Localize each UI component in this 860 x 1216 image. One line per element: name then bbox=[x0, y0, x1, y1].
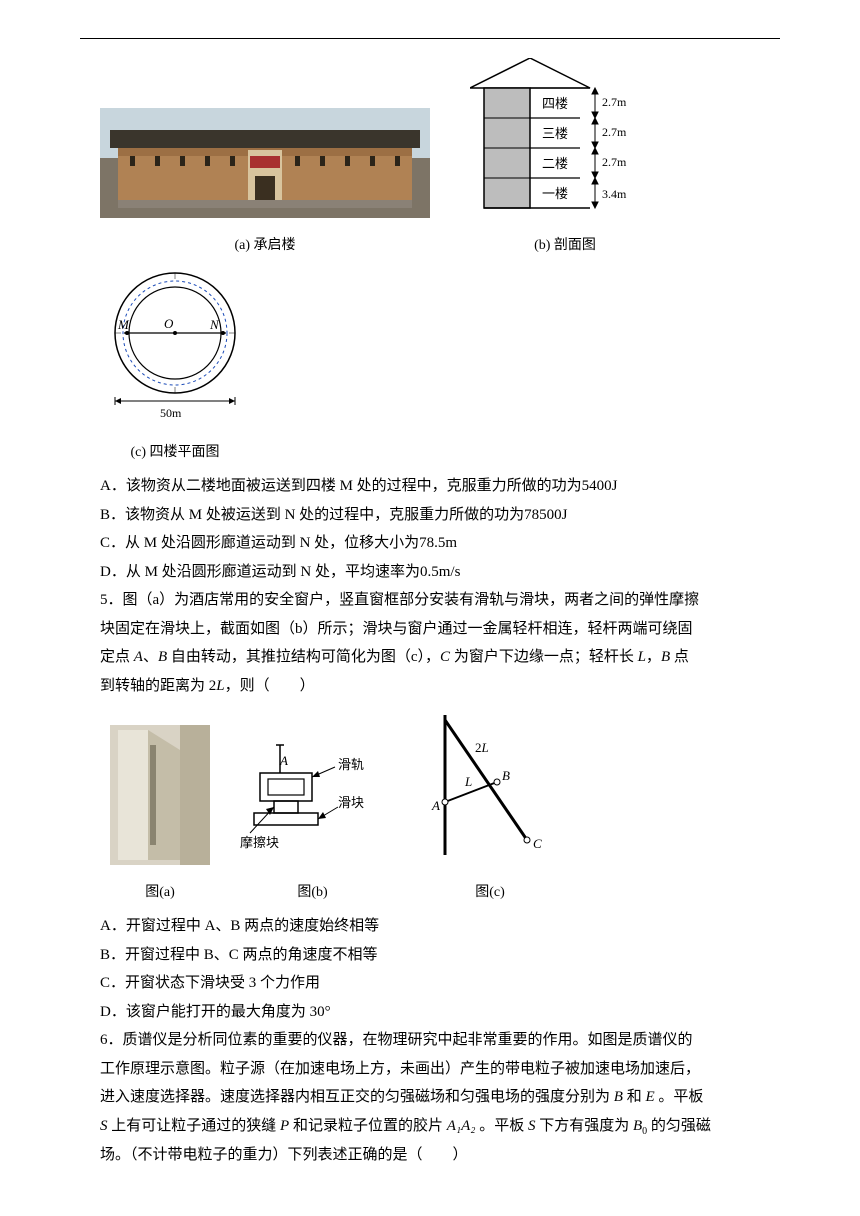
svg-text:2L: 2L bbox=[475, 740, 489, 755]
q5-fig-a-caption: 图(a) bbox=[110, 880, 210, 907]
q5-line1: 5．图（a）为酒店常用的安全窗户，竖直窗框部分安装有滑轨与滑块，两者之间的弹性摩… bbox=[100, 586, 780, 615]
q5-line3: 定点 A、B 自由转动，其推拉结构可简化为图（c），C 为窗户下边缘一点；轻杆长… bbox=[100, 643, 780, 672]
figure-c-plan: M O N 50m (c) 四楼平面图 bbox=[100, 265, 250, 466]
window-photo-svg bbox=[110, 725, 210, 865]
q5-p1: 图（a）为酒店常用的安全窗户，竖直窗框部分安装有滑轨与滑块，两者之间的弹性摩擦 bbox=[123, 592, 700, 608]
figure-b-caption: (b) 剖面图 bbox=[470, 233, 660, 260]
q6-line3: 进入速度选择器。速度选择器内相互正交的匀强磁场和匀强电场的强度分别为 B 和 E… bbox=[100, 1083, 780, 1112]
svg-text:三楼: 三楼 bbox=[542, 126, 568, 141]
svg-text:2.7m: 2.7m bbox=[602, 125, 627, 139]
q5-fig-b-caption: 图(b) bbox=[240, 880, 385, 907]
q6-line5: 场。（不计带电粒子的重力）下列表述正确的是（ ） bbox=[100, 1141, 780, 1170]
figure-b-section: 四楼 三楼 二楼 一楼 2.7m 2.7m 2.7m 3.4m (b) 剖面图 bbox=[470, 58, 660, 259]
svg-text:L: L bbox=[464, 774, 472, 789]
q5-option-d: D．该窗户能打开的最大角度为 30° bbox=[100, 998, 780, 1027]
q6-line1: 6．质谱仪是分析同位素的重要的仪器，在物理研究中起非常重要的作用。如图是质谱仪的 bbox=[100, 1026, 780, 1055]
plan-svg: M O N 50m bbox=[100, 265, 250, 425]
q4-option-c: C．从 M 处沿圆形廊道运动到 N 处，位移大小为78.5m bbox=[100, 529, 780, 558]
svg-text:摩擦块: 摩擦块 bbox=[240, 835, 279, 850]
building-photo-svg bbox=[100, 108, 430, 218]
q5-option-b: B．开窗过程中 B、C 两点的角速度不相等 bbox=[100, 941, 780, 970]
rail-svg: A 滑轨 滑块 摩擦块 bbox=[240, 735, 385, 865]
q5-option-a: A．开窗过程中 A、B 两点的速度始终相等 bbox=[100, 912, 780, 941]
q6-line4: S 上有可让粒子通过的狭缝 P 和记录粒子位置的胶片 A₁A₂ 。平板 S 下方… bbox=[100, 1112, 780, 1141]
svg-text:C: C bbox=[533, 836, 542, 851]
svg-text:A: A bbox=[431, 798, 440, 813]
figure-c-caption: (c) 四楼平面图 bbox=[100, 440, 250, 467]
page-top-rule bbox=[80, 38, 780, 39]
svg-text:50m: 50m bbox=[160, 406, 182, 420]
svg-text:二楼: 二楼 bbox=[542, 156, 568, 171]
q5-line2: 块固定在滑块上，截面如图（b）所示；滑块与窗户通过一金属轻杆相连，轻杆两端可绕固 bbox=[100, 615, 780, 644]
svg-text:B: B bbox=[502, 768, 510, 783]
q5-fig-a: 图(a) bbox=[110, 725, 210, 906]
svg-text:A: A bbox=[279, 753, 288, 768]
svg-text:M: M bbox=[117, 317, 130, 332]
svg-text:四楼: 四楼 bbox=[542, 96, 568, 111]
q5-fig-c: 2L L A B C 图(c) bbox=[415, 710, 565, 906]
q4-option-b: B．该物资从 M 处被运送到 N 处的过程中，克服重力所做的功为78500J bbox=[100, 501, 780, 530]
svg-text:滑块: 滑块 bbox=[338, 795, 364, 810]
figure-a-building: (a) 承启楼 bbox=[100, 108, 430, 259]
svg-text:滑轨: 滑轨 bbox=[338, 757, 364, 772]
svg-text:2.7m: 2.7m bbox=[602, 155, 627, 169]
q5-num: 5． bbox=[100, 592, 123, 608]
q5-option-c: C．开窗状态下滑块受 3 个力作用 bbox=[100, 969, 780, 998]
q6-num: 6． bbox=[100, 1032, 123, 1048]
q6-p1: 质谱仪是分析同位素的重要的仪器，在物理研究中起非常重要的作用。如图是质谱仪的 bbox=[123, 1032, 693, 1048]
svg-text:一楼: 一楼 bbox=[542, 186, 568, 201]
section-svg: 四楼 三楼 二楼 一楼 2.7m 2.7m 2.7m 3.4m bbox=[470, 58, 660, 218]
svg-text:3.4m: 3.4m bbox=[602, 187, 627, 201]
q5-figures: 图(a) A 滑轨 滑块 摩擦块 图(b) 2L L bbox=[110, 710, 780, 906]
q6-line2: 工作原理示意图。粒子源（在加速电场上方，未画出）产生的带电粒子被加速电场加速后， bbox=[100, 1055, 780, 1084]
svg-text:2.7m: 2.7m bbox=[602, 95, 627, 109]
q5-fig-c-caption: 图(c) bbox=[415, 880, 565, 907]
q4-option-a: A．该物资从二楼地面被运送到四楼 M 处的过程中，克服重力所做的功为5400J bbox=[100, 472, 780, 501]
lever-svg: 2L L A B C bbox=[415, 710, 565, 865]
svg-text:O: O bbox=[164, 316, 174, 331]
q4-option-d: D．从 M 处沿圆形廊道运动到 N 处，平均速率为0.5m/s bbox=[100, 558, 780, 587]
figure-a-caption: (a) 承启楼 bbox=[100, 233, 430, 260]
figure-row-top: (a) 承启楼 四楼 三楼 二楼 一楼 bbox=[100, 58, 780, 259]
q5-fig-b: A 滑轨 滑块 摩擦块 图(b) bbox=[240, 735, 385, 906]
svg-text:N: N bbox=[209, 317, 220, 332]
q5-line4: 到转轴的距离为 2L，则（ ） bbox=[100, 672, 780, 701]
